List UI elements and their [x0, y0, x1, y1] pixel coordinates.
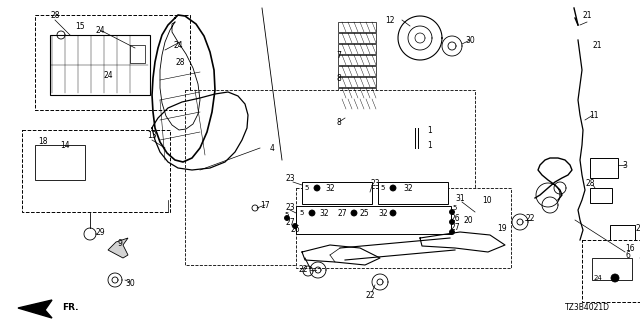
Text: 21: 21 — [582, 11, 592, 20]
Text: 31: 31 — [455, 194, 465, 203]
Text: 24: 24 — [173, 41, 183, 50]
Text: 24: 24 — [95, 26, 105, 35]
Text: 25: 25 — [359, 209, 369, 218]
Text: 29: 29 — [95, 228, 105, 236]
Text: 1: 1 — [428, 125, 433, 134]
Bar — [378, 182, 448, 204]
Bar — [338, 55, 376, 65]
Text: 4: 4 — [269, 143, 275, 153]
Text: 15: 15 — [75, 21, 85, 30]
Text: 28: 28 — [51, 11, 60, 20]
Bar — [296, 206, 451, 234]
Polygon shape — [108, 238, 128, 258]
Circle shape — [314, 185, 320, 191]
Text: 10: 10 — [482, 196, 492, 204]
Text: 7: 7 — [337, 51, 341, 60]
Text: 5: 5 — [305, 185, 309, 191]
Bar — [50, 35, 150, 95]
Bar — [22, 130, 170, 212]
Text: 5: 5 — [285, 212, 289, 218]
Text: 5: 5 — [453, 205, 457, 211]
Text: 13: 13 — [147, 131, 157, 140]
Bar — [338, 44, 376, 54]
Text: FR.: FR. — [62, 303, 79, 313]
Text: 27: 27 — [450, 222, 460, 231]
Circle shape — [285, 215, 289, 220]
Circle shape — [449, 210, 454, 214]
Circle shape — [611, 274, 619, 282]
Text: 26: 26 — [290, 225, 300, 234]
Circle shape — [449, 229, 454, 235]
Text: 17: 17 — [260, 201, 270, 210]
Text: 5: 5 — [300, 210, 304, 216]
Text: 26: 26 — [450, 213, 460, 222]
Text: 9: 9 — [118, 238, 122, 247]
Circle shape — [309, 210, 315, 216]
Bar — [35, 145, 85, 180]
Bar — [302, 182, 372, 204]
Text: 32: 32 — [325, 183, 335, 193]
Text: TZ3B4021D: TZ3B4021D — [565, 303, 610, 313]
Text: 11: 11 — [589, 110, 599, 119]
Text: 28: 28 — [585, 179, 595, 188]
Text: 32: 32 — [319, 209, 329, 218]
Bar — [610, 225, 635, 245]
Text: 30: 30 — [465, 36, 475, 44]
Bar — [345, 112, 369, 117]
Text: 16: 16 — [625, 244, 635, 252]
Bar — [130, 45, 145, 63]
Text: 20: 20 — [463, 215, 473, 225]
Text: 23: 23 — [370, 179, 380, 188]
Text: 12: 12 — [385, 15, 395, 25]
Text: 21: 21 — [592, 41, 602, 50]
Circle shape — [292, 223, 298, 228]
Text: 32: 32 — [378, 209, 388, 218]
Text: 32: 32 — [403, 183, 413, 193]
Bar — [592, 258, 632, 280]
Bar — [338, 88, 376, 98]
Text: 18: 18 — [38, 137, 48, 146]
Text: 6: 6 — [625, 251, 630, 260]
Text: 8: 8 — [337, 74, 341, 83]
Circle shape — [351, 210, 357, 216]
Text: 23: 23 — [285, 173, 295, 182]
Polygon shape — [18, 300, 52, 318]
Bar — [338, 66, 376, 76]
Text: 3: 3 — [623, 161, 627, 170]
Text: 30: 30 — [125, 279, 135, 289]
Bar — [338, 77, 376, 87]
Circle shape — [390, 185, 396, 191]
Circle shape — [390, 210, 396, 216]
Text: 28: 28 — [175, 58, 185, 67]
Text: 14: 14 — [60, 140, 70, 149]
Text: 27: 27 — [285, 218, 295, 227]
Bar — [590, 158, 618, 178]
Text: 2: 2 — [636, 223, 640, 233]
Text: 8: 8 — [337, 117, 341, 126]
Text: 23: 23 — [285, 203, 295, 212]
Bar — [590, 188, 612, 203]
Bar — [296, 188, 511, 268]
Text: 27: 27 — [337, 209, 347, 218]
Text: 22: 22 — [298, 266, 308, 275]
Bar — [338, 22, 376, 32]
Bar — [338, 33, 376, 43]
Text: 5: 5 — [381, 185, 385, 191]
Text: 22: 22 — [525, 213, 535, 222]
Bar — [338, 99, 376, 109]
Circle shape — [449, 220, 454, 225]
Text: 22: 22 — [365, 291, 375, 300]
Bar — [185, 90, 475, 265]
Bar — [35, 15, 190, 110]
Text: 1: 1 — [428, 140, 433, 149]
Bar — [582, 240, 640, 302]
Text: 19: 19 — [497, 223, 507, 233]
Text: 24: 24 — [594, 275, 602, 281]
Text: 24: 24 — [103, 70, 113, 79]
